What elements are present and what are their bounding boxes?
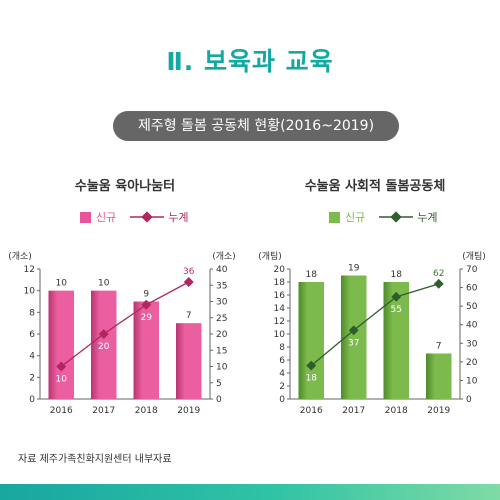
left-tick-label: 6 — [29, 330, 35, 340]
right-tick-label: 0 — [466, 395, 472, 405]
chart-right: (개팀) (개팀) 0 2 4 6 8 10 12 14 16 18 20 0 10 20 30 40 50 60 70… — [258, 250, 486, 416]
x-tick-label: 2019 — [427, 406, 450, 416]
cumulative-marker — [183, 277, 194, 287]
left-axis-unit: (개팀) — [258, 250, 282, 262]
bar-value-label: 9 — [143, 290, 149, 300]
right-tick-label: 30 — [466, 339, 478, 349]
chart-title-left: 수눌움 육아나눔터 — [74, 179, 176, 194]
cumulative-value-label: 36 — [183, 267, 195, 277]
right-tick-label: 20 — [216, 330, 228, 340]
right-axis-unit: (개팀) — [462, 250, 486, 262]
right-tick-label: 35 — [216, 281, 227, 291]
cumulative-value-label: 20 — [98, 342, 110, 352]
cumulative-line — [310, 283, 439, 367]
bar-value-label: 7 — [436, 342, 442, 352]
bar — [91, 290, 117, 399]
bar — [176, 323, 202, 399]
bar-value-label: 19 — [348, 264, 360, 274]
x-tick-label: 2019 — [177, 406, 200, 416]
left-tick-label: 0 — [279, 395, 285, 405]
legend-swatch-new — [80, 211, 91, 223]
x-tick-label: 2016 — [50, 406, 73, 416]
right-tick-label: 0 — [216, 395, 222, 405]
cumulative-value-label: 62 — [433, 269, 444, 279]
legend-line-icon — [130, 211, 165, 223]
bar-value-label: 18 — [306, 270, 318, 280]
x-tick-label: 2017 — [92, 406, 115, 416]
cumulative-value-label: 18 — [306, 374, 318, 384]
bar-value-label: 10 — [56, 279, 68, 289]
right-tick-label: 40 — [216, 265, 228, 275]
cumulative-value-label: 37 — [348, 338, 359, 348]
x-tick-label: 2017 — [342, 406, 365, 416]
left-tick-label: 12 — [274, 317, 285, 327]
left-tick-label: 14 — [274, 304, 286, 314]
left-tick-label: 2 — [279, 382, 285, 392]
bottom-band — [0, 484, 500, 500]
legend-left: 신규 누계 — [80, 209, 189, 225]
left-tick-label: 4 — [29, 352, 35, 362]
legend-right: 신규 누계 — [329, 209, 438, 225]
left-tick-label: 10 — [274, 330, 286, 340]
right-tick-label: 50 — [466, 302, 478, 312]
cumulative-value-label: 10 — [56, 375, 68, 385]
legend-swatch-new — [329, 211, 340, 223]
bar-value-label: 10 — [98, 279, 110, 289]
left-tick-label: 8 — [29, 308, 35, 318]
left-tick-label: 8 — [279, 343, 285, 353]
x-tick-label: 2016 — [300, 406, 323, 416]
legend-label-cumulative: 누계 — [417, 211, 438, 224]
bar-value-label: 7 — [186, 311, 192, 321]
left-axis-unit: (개소) — [8, 251, 32, 262]
left-tick-label: 4 — [279, 369, 285, 379]
legend-line-icon — [379, 211, 414, 223]
right-tick-label: 15 — [216, 346, 227, 356]
left-tick-label: 16 — [274, 291, 286, 301]
right-tick-label: 5 — [216, 379, 222, 389]
source-note: 자료 제주가족친화지원센터 내부자료 — [18, 454, 172, 465]
cumulative-value-label: 55 — [391, 305, 402, 315]
bar — [48, 290, 74, 399]
x-tick-label: 2018 — [135, 406, 158, 416]
chart-title-right: 수눌움 사회적 돌봄공동체 — [304, 179, 446, 194]
bar — [426, 353, 452, 399]
cumulative-line — [60, 281, 190, 368]
left-tick-label: 6 — [279, 356, 285, 366]
bar — [133, 301, 159, 399]
left-tick-label: 18 — [274, 278, 286, 288]
right-axis-unit: (개소) — [212, 251, 236, 262]
right-tick-label: 10 — [216, 363, 228, 373]
right-tick-label: 25 — [216, 314, 227, 324]
chart-left: (개소) (개소) 0 2 4 6 8 10 12 0 5 10 15 20 25 30 35 40 10 2016 1… — [8, 251, 236, 416]
left-tick-label: 10 — [24, 287, 36, 297]
section-heading: Ⅱ. 보육과 교육 — [166, 47, 334, 76]
left-tick-label: 12 — [24, 265, 35, 275]
right-tick-label: 60 — [466, 284, 478, 294]
right-tick-label: 30 — [216, 298, 228, 308]
bar-value-label: 18 — [391, 270, 403, 280]
right-tick-label: 10 — [466, 376, 478, 386]
cumulative-marker — [433, 278, 444, 289]
left-tick-label: 2 — [29, 373, 35, 383]
right-tick-label: 20 — [466, 358, 478, 368]
cumulative-value-label: 29 — [141, 313, 153, 323]
right-tick-label: 70 — [466, 265, 478, 275]
left-tick-label: 0 — [29, 395, 35, 405]
legend-label-new: 신규 — [345, 211, 366, 224]
left-tick-label: 20 — [274, 265, 286, 275]
legend-label-new: 신규 — [96, 211, 117, 224]
bar — [298, 282, 324, 399]
legend-label-cumulative: 누계 — [168, 211, 189, 224]
section-subtitle: 제주형 돌봄 공동체 현황(2016~2019) — [113, 111, 399, 141]
x-tick-label: 2018 — [385, 406, 408, 416]
right-tick-label: 40 — [466, 321, 478, 331]
